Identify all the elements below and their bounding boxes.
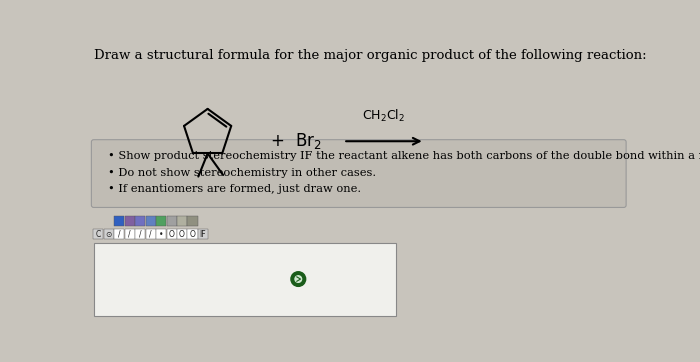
FancyBboxPatch shape	[94, 243, 396, 316]
FancyBboxPatch shape	[146, 215, 155, 226]
Text: • Show product stereochemistry IF the reactant alkene has both carbons of the do: • Show product stereochemistry IF the re…	[108, 151, 700, 161]
Text: O: O	[179, 230, 185, 239]
FancyBboxPatch shape	[125, 230, 135, 239]
FancyBboxPatch shape	[114, 230, 125, 239]
FancyBboxPatch shape	[104, 230, 114, 239]
Text: /: /	[139, 230, 141, 239]
Text: /: /	[149, 230, 152, 239]
Text: IF: IF	[199, 230, 206, 239]
FancyBboxPatch shape	[156, 215, 166, 226]
FancyBboxPatch shape	[198, 230, 208, 239]
Text: C: C	[96, 230, 101, 239]
FancyBboxPatch shape	[93, 230, 104, 239]
FancyBboxPatch shape	[177, 230, 187, 239]
Circle shape	[295, 276, 302, 282]
FancyBboxPatch shape	[156, 230, 166, 239]
Text: • If enantiomers are formed, just draw one.: • If enantiomers are formed, just draw o…	[108, 184, 360, 194]
Text: CH$_2$Cl$_2$: CH$_2$Cl$_2$	[362, 108, 405, 123]
FancyBboxPatch shape	[114, 215, 125, 226]
FancyBboxPatch shape	[135, 215, 145, 226]
FancyBboxPatch shape	[92, 140, 626, 207]
FancyBboxPatch shape	[167, 230, 176, 239]
FancyBboxPatch shape	[177, 215, 187, 226]
FancyBboxPatch shape	[125, 215, 135, 226]
Text: +: +	[270, 132, 284, 150]
FancyBboxPatch shape	[167, 215, 176, 226]
Text: O: O	[190, 230, 195, 239]
FancyBboxPatch shape	[188, 230, 197, 239]
Text: Br$_2$: Br$_2$	[295, 131, 322, 151]
Text: Draw a structural formula for the major organic product of the following reactio: Draw a structural formula for the major …	[94, 49, 646, 62]
Text: ⊙: ⊙	[106, 230, 112, 239]
Text: O: O	[169, 230, 174, 239]
Text: • Do not show stereochemistry in other cases.: • Do not show stereochemistry in other c…	[108, 168, 376, 178]
Text: •: •	[159, 230, 163, 239]
Text: /: /	[118, 230, 120, 239]
Text: /: /	[128, 230, 131, 239]
Circle shape	[291, 272, 306, 286]
FancyBboxPatch shape	[188, 215, 197, 226]
FancyBboxPatch shape	[146, 230, 155, 239]
FancyBboxPatch shape	[135, 230, 145, 239]
